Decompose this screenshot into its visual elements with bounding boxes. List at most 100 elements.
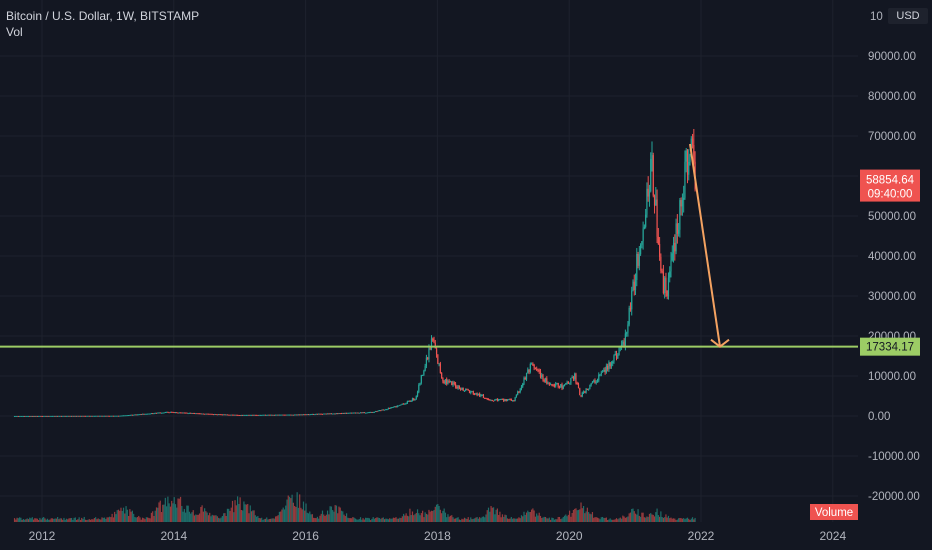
candle-body (108, 415, 111, 417)
volume-bar (153, 515, 155, 522)
currency-button[interactable]: USD (888, 8, 928, 24)
candle-body (78, 415, 80, 417)
volume-bar (524, 514, 526, 522)
volume-bar (116, 510, 118, 522)
candle-body (590, 383, 592, 386)
symbol-title[interactable]: Bitcoin / U.S. Dollar, 1W, BITSTAMP (6, 9, 200, 23)
volume-bar (162, 504, 164, 522)
candle-body (212, 414, 215, 416)
volume-bar (496, 508, 498, 522)
volume-bar (344, 516, 346, 522)
volume-bar (494, 514, 496, 522)
candle-body (657, 236, 659, 244)
candle-body (449, 381, 452, 383)
volume-bar (659, 516, 661, 522)
trend-arrow[interactable] (689, 143, 730, 348)
volume-bar (352, 516, 354, 522)
volume-bar (143, 518, 145, 522)
candle-body (55, 415, 57, 417)
candle-body (291, 414, 293, 416)
volume-bar (205, 511, 207, 522)
volume-bar (443, 508, 445, 522)
candle-body (171, 411, 173, 413)
candle-body (685, 150, 687, 162)
candle-body (221, 414, 223, 416)
volume-bar (302, 501, 305, 522)
volume-bar (129, 509, 131, 522)
volume-bar (202, 511, 204, 522)
candle-body (428, 348, 430, 359)
volume-bar (91, 519, 93, 522)
candle-body (380, 410, 382, 412)
candle-body (178, 412, 180, 414)
candle-body (607, 365, 609, 370)
candle-body (286, 414, 288, 416)
candle-body (121, 415, 123, 417)
candle-body (429, 348, 431, 350)
volume-bar (68, 518, 70, 522)
candle-body (339, 413, 341, 415)
volume-bar (465, 518, 467, 522)
candle-body (277, 414, 279, 416)
volume-bar (238, 503, 240, 522)
y-tick-label: 40000.00 (868, 251, 916, 263)
candle-body (628, 307, 630, 325)
volume-bar (527, 510, 529, 522)
volume-bar (275, 516, 277, 522)
candle-body (595, 381, 597, 383)
volume-bar (639, 516, 642, 522)
candle-body (210, 413, 212, 415)
volume-bar (609, 518, 611, 522)
volume-bar (387, 519, 389, 522)
candle-body (200, 413, 202, 415)
candle-body (678, 229, 680, 234)
candle-body (338, 413, 340, 415)
volume-bar (608, 519, 610, 522)
candle-body (138, 414, 140, 416)
x-tick-label: 2014 (160, 529, 187, 543)
candle-body (423, 370, 425, 375)
volume-bar (154, 510, 156, 522)
candle-body (64, 415, 66, 417)
candle-body (354, 412, 357, 414)
candle-body (209, 413, 211, 415)
volume-bar (476, 516, 478, 522)
candle-body (513, 400, 515, 402)
candle-body (570, 378, 572, 384)
volume-bar (534, 516, 537, 522)
volume-bar (92, 519, 94, 522)
candle-body (242, 414, 244, 416)
price-axis[interactable]: 1090000.0080000.0070000.0060000.0050000.… (860, 0, 932, 550)
candle-body (183, 412, 185, 414)
volume-bar (316, 516, 319, 522)
volume-bar (615, 518, 618, 522)
volume-bar (361, 519, 363, 522)
candle-body (631, 290, 633, 310)
volume-bar (543, 516, 545, 522)
candle-body (586, 388, 588, 390)
candle-body (225, 414, 227, 416)
volume-bar (574, 508, 576, 522)
candle-body (247, 414, 249, 416)
candle-body (318, 413, 320, 415)
candle-body (136, 414, 139, 416)
volume-bar (86, 520, 88, 522)
arrow-shaft (689, 143, 721, 347)
candle-body (204, 413, 206, 415)
volume-bar (375, 517, 377, 522)
candle-body (344, 412, 346, 414)
volume-bar (212, 515, 215, 522)
volume-indicator-label[interactable]: Vol (6, 25, 23, 39)
volume-bar (499, 511, 501, 522)
candle-body (471, 391, 473, 393)
candle-body (144, 413, 146, 415)
volume-bar (122, 507, 125, 522)
volume-bar (172, 503, 174, 522)
candle-body (515, 394, 517, 398)
volume-bar (134, 517, 136, 522)
time-axis[interactable]: 2012 2014 2016 2018 2020 2022 2024 (29, 529, 847, 543)
volume-bar (226, 508, 229, 522)
candle-body (302, 414, 305, 416)
candle-body (614, 353, 616, 356)
